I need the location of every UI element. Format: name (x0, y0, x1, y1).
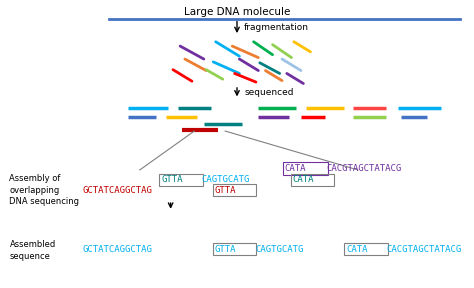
Text: GTTA: GTTA (161, 175, 182, 185)
Text: CACGTAGCTATACG: CACGTAGCTATACG (386, 245, 462, 254)
Text: CAGTGCATG: CAGTGCATG (201, 175, 250, 185)
Text: CATA: CATA (284, 164, 306, 173)
Text: Large DNA molecule: Large DNA molecule (184, 7, 290, 17)
Text: fragmentation: fragmentation (244, 23, 309, 32)
Text: CACGTAGCTATACG: CACGTAGCTATACG (326, 164, 401, 173)
Text: GCTATCAGGCTAG: GCTATCAGGCTAG (83, 185, 153, 195)
Text: GTTA: GTTA (215, 185, 236, 195)
Text: CATA: CATA (292, 175, 314, 185)
Text: CATA: CATA (346, 245, 367, 254)
Text: GCTATCAGGCTAG: GCTATCAGGCTAG (83, 245, 153, 254)
Text: Assembled
sequence: Assembled sequence (9, 240, 56, 261)
Text: GTTA: GTTA (215, 245, 236, 254)
Text: CAGTGCATG: CAGTGCATG (255, 245, 303, 254)
Text: Assembly of
overlapping
DNA sequencing: Assembly of overlapping DNA sequencing (9, 174, 80, 206)
Text: sequenced: sequenced (244, 88, 293, 97)
